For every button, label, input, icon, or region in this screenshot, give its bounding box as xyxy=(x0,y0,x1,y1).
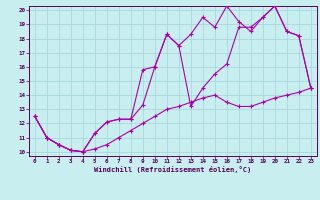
X-axis label: Windchill (Refroidissement éolien,°C): Windchill (Refroidissement éolien,°C) xyxy=(94,166,252,173)
